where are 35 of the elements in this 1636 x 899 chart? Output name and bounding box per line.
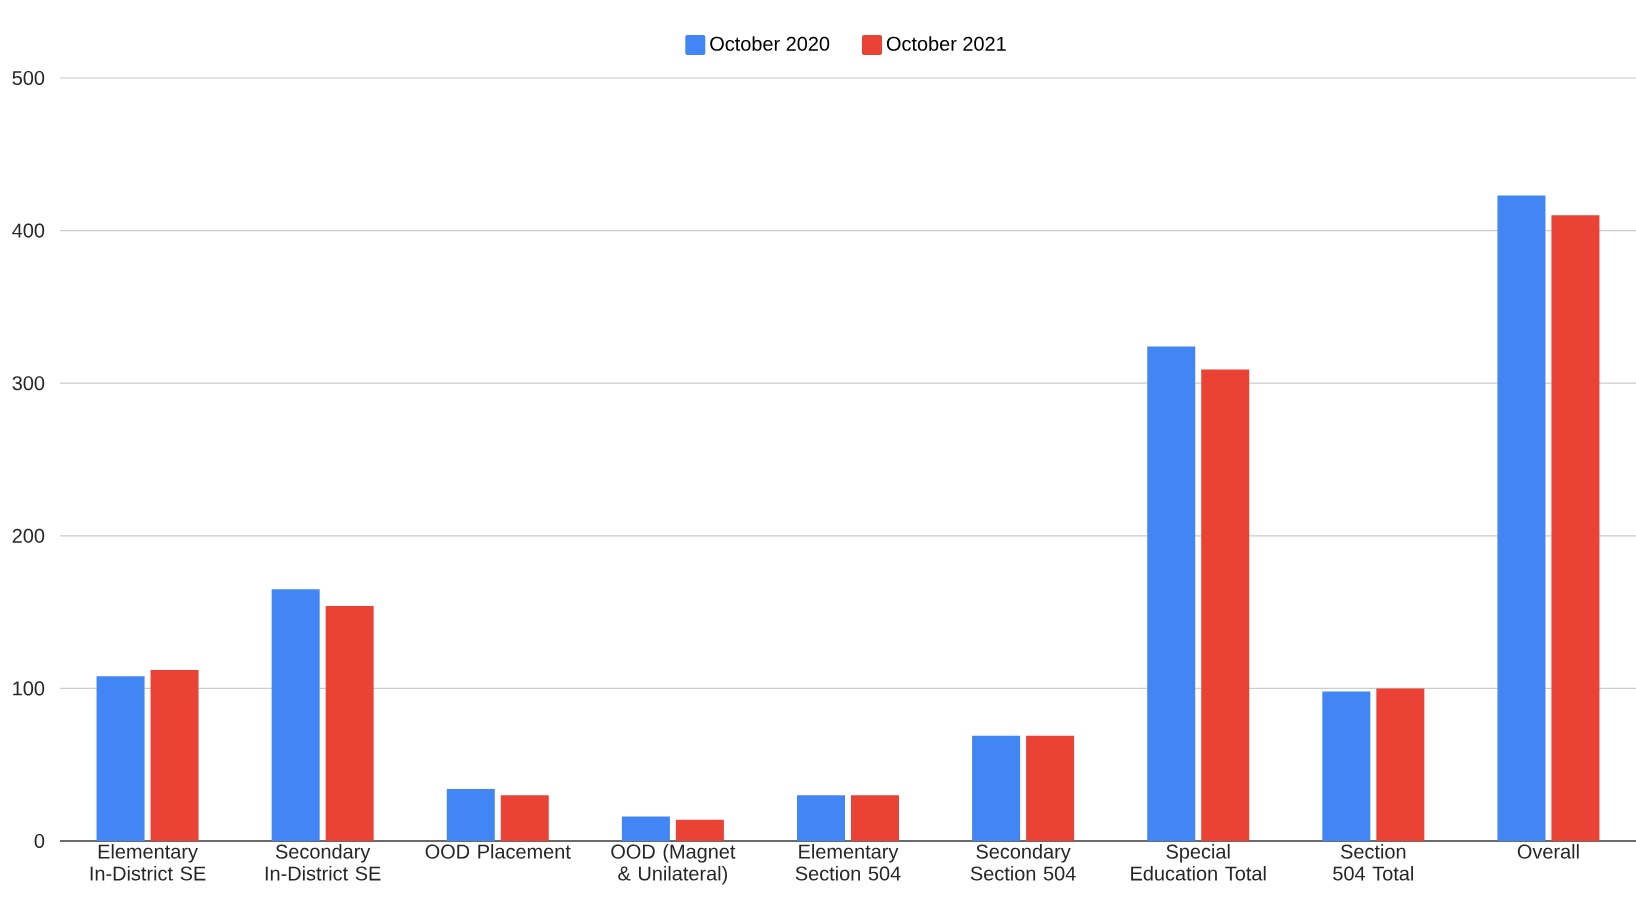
x-tick-label: Overall — [1517, 844, 1579, 859]
bar — [972, 735, 1021, 841]
bar — [500, 795, 549, 841]
x-tick-label: Special Education Total — [1131, 844, 1266, 881]
bar — [797, 795, 845, 841]
x-tick-label: Elementary Section 504 — [795, 844, 901, 881]
legend-label: October 2021 — [886, 36, 1006, 51]
bar — [1497, 195, 1546, 841]
x-tick-label: Section 504 Total — [1333, 844, 1413, 881]
bar — [150, 670, 199, 841]
bar — [1551, 215, 1600, 841]
bar — [325, 605, 374, 841]
bar — [96, 676, 145, 841]
x-tick-label: Secondary Section 504 — [970, 844, 1076, 881]
bar — [446, 789, 495, 841]
bar — [1201, 369, 1250, 841]
y-tick-label: 200 — [12, 528, 45, 543]
y-tick-label: 400 — [12, 223, 45, 238]
x-tick-label: Secondary In-District SE — [265, 844, 381, 881]
x-tick-label: Elementary In-District SE — [90, 844, 206, 881]
bar — [851, 795, 899, 841]
legend-label: October 2020 — [710, 36, 830, 51]
bar — [621, 816, 670, 841]
x-tick-label: OOD (Magnet & Unilateral) — [611, 844, 736, 885]
y-tick-label: 0 — [34, 833, 45, 849]
bar — [1026, 735, 1075, 841]
bar — [1147, 346, 1196, 841]
bar — [675, 819, 724, 841]
bar — [1322, 691, 1371, 841]
y-tick-label: 500 — [12, 70, 45, 86]
x-tick-label: OOD Placement — [425, 844, 571, 859]
y-tick-label: 100 — [13, 681, 45, 696]
bar — [1376, 688, 1425, 841]
y-tick-label: 300 — [12, 376, 45, 391]
bar — [271, 589, 320, 841]
